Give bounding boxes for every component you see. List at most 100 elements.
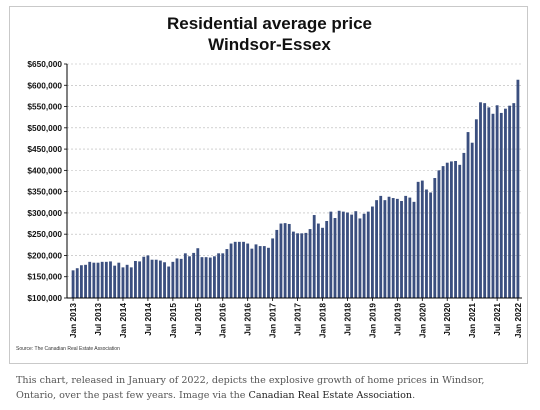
- x-tick-label: Jul 2018: [342, 303, 352, 336]
- bar: [134, 260, 137, 298]
- bar: [121, 267, 125, 298]
- image-caption: This chart, released in January of 2022,…: [16, 374, 526, 403]
- bar: [437, 170, 441, 298]
- bar: [225, 249, 229, 298]
- bar: [100, 261, 104, 298]
- x-tick-label: Jul 2013: [93, 303, 103, 336]
- bar: [196, 248, 200, 298]
- bar: [267, 247, 270, 298]
- x-tick-label: Jan 2021: [467, 303, 477, 338]
- bar: [92, 262, 96, 298]
- bar: [325, 220, 329, 298]
- bar: [479, 102, 482, 298]
- x-tick-label: Jul 2020: [442, 303, 452, 336]
- bar: [416, 181, 420, 298]
- bar: [88, 261, 92, 298]
- bar: [316, 223, 320, 298]
- bar: [217, 253, 221, 298]
- bar: [271, 238, 275, 298]
- bar: [400, 200, 403, 298]
- bar: [495, 105, 499, 298]
- chart-title-line-2: Windsor-Essex: [208, 35, 331, 54]
- bar: [308, 229, 312, 298]
- bar: [333, 218, 337, 298]
- bar: [79, 265, 83, 298]
- bar: [433, 178, 437, 298]
- y-tick-label: $250,000: [27, 229, 62, 239]
- bar: [233, 241, 237, 298]
- bar: [358, 218, 362, 298]
- bar: [246, 243, 250, 298]
- bar: [474, 119, 478, 299]
- bar: [142, 256, 146, 298]
- bar: [387, 196, 391, 298]
- bar-chart: $100,000 $150,000 $200,000 $250,000 $300,000…: [27, 59, 523, 338]
- bar: [254, 244, 258, 298]
- bar: [287, 223, 291, 298]
- bar: [250, 248, 254, 298]
- bar: [341, 211, 345, 298]
- bar: [75, 268, 79, 298]
- caption-link[interactable]: Canadian Real Estate Association: [248, 389, 413, 401]
- bar: [337, 210, 341, 298]
- bar: [354, 211, 358, 298]
- bar: [462, 152, 466, 298]
- caption-end: .: [412, 389, 416, 401]
- bar: [179, 258, 183, 298]
- bar: [213, 256, 216, 298]
- x-tick-label: Jan 2019: [367, 303, 377, 338]
- x-tick-label: Jul 2021: [492, 303, 502, 336]
- y-tick-label: $200,000: [27, 250, 62, 260]
- bar: [429, 192, 433, 298]
- bar: [304, 232, 308, 298]
- bar: [350, 214, 354, 298]
- bar: [129, 267, 133, 298]
- chart-title-line-1: Residential average price: [166, 14, 373, 33]
- bar: [84, 264, 87, 298]
- bar: [441, 166, 445, 298]
- bar: [383, 200, 387, 298]
- bar: [375, 200, 378, 298]
- bar: [487, 107, 491, 298]
- bar: [300, 233, 304, 298]
- bar: [283, 223, 287, 298]
- bar: [329, 211, 333, 298]
- bar: [420, 180, 424, 298]
- bar: [449, 161, 453, 298]
- y-tick-label: $450,000: [27, 144, 62, 154]
- bar: [292, 231, 295, 298]
- bar: [117, 262, 121, 298]
- bar: [113, 265, 117, 298]
- bar: [491, 113, 495, 298]
- y-tick-label: $650,000: [27, 59, 62, 69]
- bar: [229, 243, 233, 298]
- y-tick-label: $400,000: [27, 165, 62, 175]
- bar: [163, 262, 166, 298]
- bar: [192, 252, 196, 298]
- bar: [237, 241, 241, 298]
- bar: [171, 261, 175, 298]
- chart-title: Residential average price Windsor-Essex: [10, 13, 529, 55]
- bar: [425, 189, 428, 298]
- bar: [150, 259, 154, 298]
- bar: [445, 162, 449, 298]
- bar: [200, 257, 204, 298]
- x-tick-label: Jan 2014: [118, 303, 128, 338]
- x-tick-label: Jan 2022: [513, 303, 523, 338]
- bar: [109, 261, 112, 298]
- bar: [125, 264, 129, 298]
- bar: [408, 197, 412, 298]
- bar: [516, 79, 520, 298]
- bar: [499, 112, 503, 298]
- x-tick-label: Jan 2015: [168, 303, 178, 338]
- bar: [391, 198, 395, 298]
- bar: [175, 258, 179, 298]
- x-tick-label: Jan 2017: [268, 303, 278, 338]
- bar: [208, 257, 212, 298]
- bar: [275, 229, 279, 298]
- caption-text: This chart, released in January of 2022,…: [16, 375, 485, 401]
- bar: [483, 103, 487, 298]
- bar: [188, 256, 191, 298]
- bar: [258, 246, 262, 298]
- bar: [508, 105, 512, 298]
